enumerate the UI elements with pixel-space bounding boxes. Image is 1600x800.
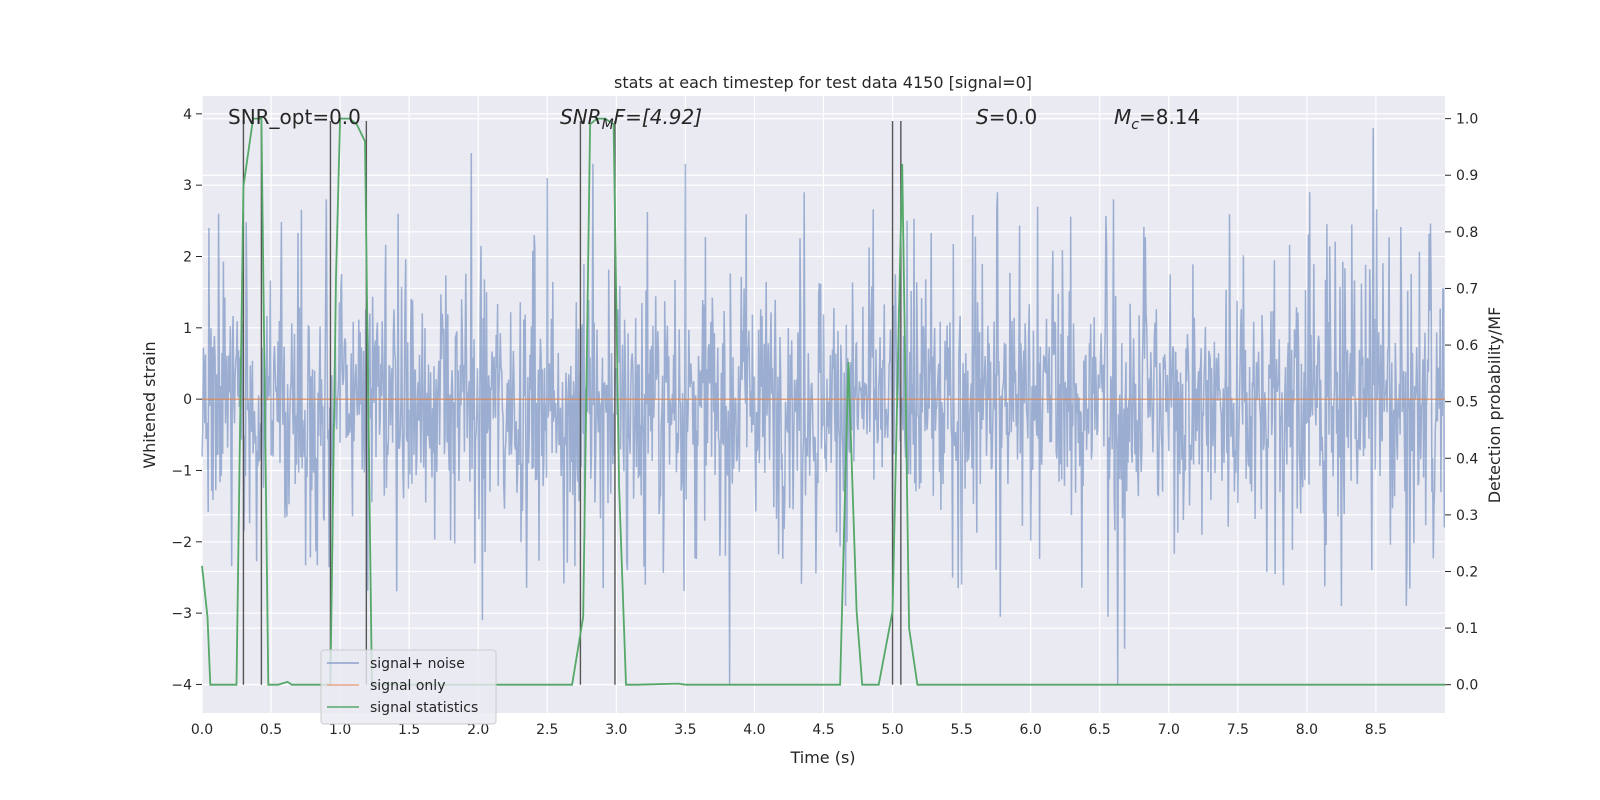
- y-tick-label-right: 0.6: [1456, 338, 1478, 354]
- vertical-markers: [242, 120, 902, 685]
- y-tick-label: −3: [171, 606, 192, 622]
- annotation-mc: Mc=8.14: [1114, 105, 1200, 133]
- annotation-s: S=0.0: [976, 105, 1037, 129]
- legend-label-signal-noise: signal+ noise: [370, 656, 465, 672]
- x-tick-label: 2.0: [467, 722, 489, 738]
- x-tick-label: 8.5: [1365, 722, 1387, 738]
- x-tick-label: 5.5: [950, 722, 972, 738]
- x-tick-label: 5.0: [881, 722, 903, 738]
- x-tick-label: 4.5: [812, 722, 834, 738]
- x-tick-label: 6.0: [1020, 722, 1042, 738]
- x-axis-label: Time (s): [789, 748, 855, 767]
- signal-noise-line: [201, 128, 1446, 685]
- y-tick-label: 2: [183, 249, 192, 265]
- x-tick-label: 8.0: [1296, 722, 1318, 738]
- x-tick-label: 2.5: [536, 722, 558, 738]
- signal-statistics-line: [201, 117, 1445, 686]
- annotation-snr-opt: SNR_opt=0.0: [228, 105, 361, 129]
- x-tick-label: 0.0: [191, 722, 213, 738]
- y-tick-label-right: 0.4: [1456, 451, 1478, 467]
- y-tick-label: 3: [183, 178, 192, 194]
- annotation-snr-mf: SNRMF=[4.92]: [560, 105, 702, 133]
- y-tick-label-right: 0.1: [1456, 621, 1478, 637]
- y-tick-label-right: 0.0: [1456, 678, 1478, 694]
- legend-label-signal-statistics: signal statistics: [370, 700, 478, 716]
- y-tick-label: 0: [183, 392, 192, 408]
- y-axis-label: Whitened strain: [140, 341, 159, 468]
- y-tick-label-right: 0.2: [1456, 564, 1478, 580]
- legend-label-signal-only: signal only: [370, 678, 445, 694]
- x-tick-label: 0.5: [260, 722, 282, 738]
- x-tick-label: 7.5: [1227, 722, 1249, 738]
- x-tick-label: 6.5: [1089, 722, 1111, 738]
- x-tick-label: 1.5: [398, 722, 420, 738]
- y-tick-label: 4: [183, 107, 192, 123]
- y-tick-label: −4: [171, 677, 192, 693]
- legend: signal+ noise signal only signal statist…: [320, 649, 497, 725]
- signal-statistics-series: [201, 117, 1445, 686]
- signal-plus-noise-series: [201, 128, 1446, 685]
- y-axis-label-right: Detection probability/MF: [1485, 307, 1504, 504]
- y-tick-label: −2: [171, 535, 192, 551]
- ticks: 0.0 0.5 1.0 1.5 2.0 2.5 3.0 3.5 4.0 4.5 5.0 5.5 6.0 6…: [171, 107, 1478, 738]
- y-tick-label-right: 1.0: [1456, 112, 1478, 128]
- x-tick-label: 4.0: [743, 722, 765, 738]
- legend-box: [320, 649, 497, 725]
- y-tick-label: 1: [183, 321, 192, 337]
- chart-title: stats at each timestep for test data 415…: [614, 73, 1032, 92]
- x-tick-label: 1.0: [329, 722, 351, 738]
- y-tick-label-right: 0.5: [1456, 395, 1478, 411]
- x-tick-label: 7.0: [1158, 722, 1180, 738]
- y-tick-label-right: 0.3: [1456, 508, 1478, 524]
- annotations: SNR_opt=0.0 SNRMF=[4.92] S=0.0 Mc=8.14: [228, 105, 1200, 133]
- y-tick-label: −1: [171, 463, 192, 479]
- y-tick-label-right: 0.9: [1456, 168, 1478, 184]
- x-tick-label: 3.5: [674, 722, 696, 738]
- y-tick-label-right: 0.7: [1456, 281, 1478, 297]
- x-tick-label: 3.0: [605, 722, 627, 738]
- y-tick-label-right: 0.8: [1456, 225, 1478, 241]
